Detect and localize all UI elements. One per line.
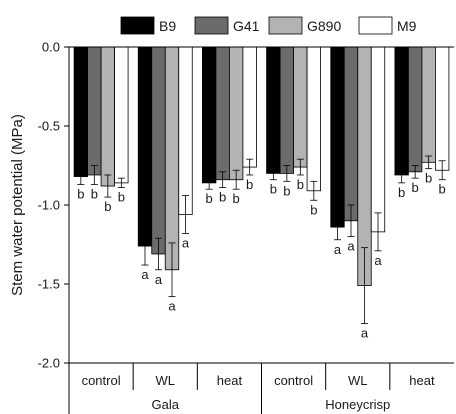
bar-m9-4 [370,46,386,233]
category-label: heat [217,373,243,388]
legend-swatch-m9 [358,16,393,35]
legend-swatch-b9 [120,16,155,35]
bar-g890-2 [229,46,244,181]
legend-label-g41: G41 [233,18,260,34]
bar-g41-4 [343,46,359,222]
significance-label: a [374,253,382,268]
bar-g890-5 [421,46,436,163]
significance-label: a [361,326,369,341]
bar-g41-2 [215,46,230,181]
category-label: WL [348,373,368,388]
category-label: control [82,373,121,388]
significance-label: a [168,299,176,314]
bar-b9-0 [73,46,88,177]
legend-swatch-g890 [268,16,303,35]
bar-b9-3 [266,46,281,174]
significance-label: b [412,180,419,195]
bar-b9-4 [330,46,345,228]
category-label: WL [156,373,176,388]
y-tick-label: 0.0 [42,40,60,55]
y-tick-label: -1.5 [38,277,60,292]
legend-label-b9: B9 [159,18,176,34]
legend-label-m9: M9 [397,18,417,34]
significance-label: a [347,239,355,254]
bar-g890-1 [164,46,180,271]
significance-label: b [283,183,290,198]
bar-m9-3 [306,46,321,192]
significance-label: b [246,177,253,192]
bar-m9-2 [242,46,257,168]
bar-b9-1 [137,46,153,247]
significance-label: b [233,191,240,206]
bar-g41-0 [87,46,102,176]
y-axis-title: Stem water potential (MPa) [9,114,26,296]
y-tick-label: -1.0 [38,198,60,213]
significance-label: b [91,186,98,201]
category-label: heat [409,373,435,388]
significance-label: a [182,235,190,250]
bar-m9-1 [178,46,193,215]
significance-label: b [77,186,84,201]
bar-g41-1 [151,46,166,255]
group-label: Gala [152,397,180,412]
significance-label: b [439,182,446,197]
significance-label: a [141,267,149,282]
significance-label: b [118,190,125,205]
bar-m9-0 [114,46,129,184]
y-tick-label: -0.5 [38,119,60,134]
significance-label: a [334,242,342,257]
significance-label: b [297,177,304,192]
legend-label-g890: G890 [307,18,341,34]
significance-label: b [219,190,226,205]
bar-g41-3 [279,46,294,174]
significance-label: b [425,171,432,186]
significance-label: b [398,185,405,200]
significance-label: a [155,272,163,287]
group-label: Honeycrisp [325,397,390,412]
significance-label: b [310,202,317,217]
bar-b9-2 [202,46,217,184]
significance-label: b [270,182,277,197]
bar-b9-5 [394,46,409,176]
bar-g890-0 [100,46,115,187]
y-tick-label: -2.0 [38,356,60,371]
category-label: control [274,373,313,388]
bar-g890-3 [293,46,308,168]
legend-swatch-g41 [194,16,229,35]
significance-label: b [104,199,111,214]
bar-m9-5 [435,46,450,171]
bar-g41-5 [408,46,423,173]
significance-label: b [206,191,213,206]
